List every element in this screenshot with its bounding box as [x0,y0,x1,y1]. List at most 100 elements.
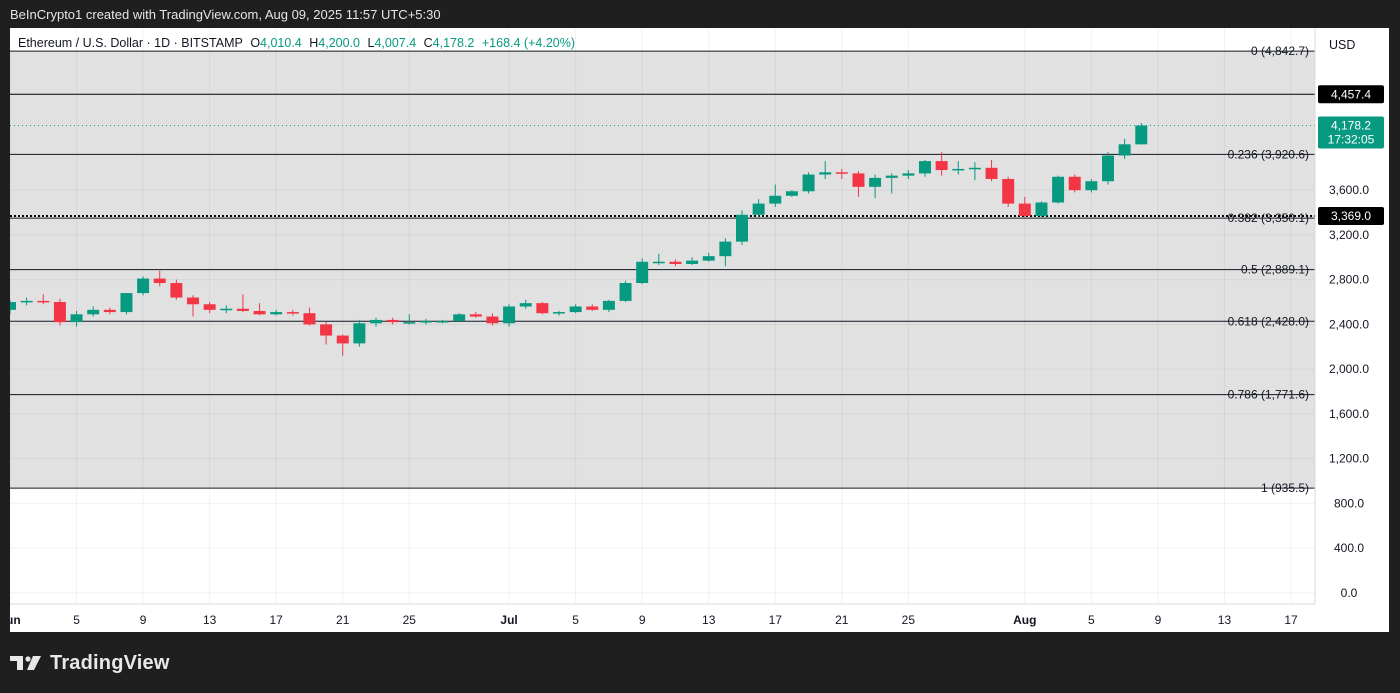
open-label: O [250,36,261,50]
candle-body [336,335,349,344]
candle[interactable] [336,334,349,356]
candle[interactable] [952,161,965,175]
candle[interactable] [652,253,665,266]
candle[interactable] [469,312,482,318]
candle[interactable] [569,304,582,314]
candle[interactable] [419,318,432,325]
candle[interactable] [153,270,166,287]
candle[interactable] [968,162,981,181]
candle[interactable] [1035,201,1048,218]
candle-body [1135,125,1148,145]
candle-body [835,172,848,174]
candle[interactable] [137,276,150,296]
candle[interactable] [1002,176,1015,207]
candle[interactable] [236,294,249,313]
price-chart[interactable]: 0 (4,842.7) 0.236 (3,920.6) 0.382 (3,350.1… [10,28,1389,632]
candle[interactable] [752,199,765,218]
candle[interactable] [286,309,299,316]
candle[interactable] [1085,178,1098,193]
candle-body [636,261,649,284]
candle[interactable] [120,293,133,315]
candle-body [669,261,682,264]
candle[interactable] [203,302,216,314]
candle[interactable] [353,319,366,347]
time-tick-label: 9 [639,613,646,627]
candle[interactable] [1018,196,1031,218]
candle[interactable] [320,322,333,345]
candle[interactable] [885,173,898,194]
candle[interactable] [619,280,632,303]
candle[interactable] [985,159,998,182]
time-tick-label: 17 [1284,613,1298,627]
candle-body [270,312,283,315]
candle[interactable] [503,304,516,327]
time-tick-label: 17 [769,613,783,627]
candle[interactable] [103,307,116,315]
candle[interactable] [1135,123,1148,145]
candle[interactable] [187,295,199,317]
fib-label: 0.236 (3,920.6) [1228,147,1309,161]
candle[interactable] [87,306,100,317]
candle[interactable] [586,304,599,311]
time-axis[interactable] [10,604,1389,632]
candle[interactable] [519,299,532,309]
currency-label[interactable]: USD [1329,38,1356,52]
candle[interactable] [53,298,66,326]
candle[interactable] [902,170,915,179]
candle-body [719,241,732,257]
level-price-tag-label: 3,369.0 [1331,209,1371,223]
candle[interactable] [869,174,882,199]
candle[interactable] [303,307,316,326]
candle[interactable] [835,168,848,179]
candles[interactable] [10,123,1148,356]
candle[interactable] [253,303,266,316]
candle[interactable] [270,309,283,316]
candle[interactable] [636,258,649,285]
candle-body [87,309,100,315]
candle[interactable] [852,171,865,197]
candle[interactable] [802,172,815,194]
candle[interactable] [220,305,233,314]
candle[interactable] [719,238,732,267]
fib-label: 0.786 (1,771.6) [1228,388,1309,402]
candle[interactable] [935,152,948,176]
time-tick-label: 5 [73,613,80,627]
symbol-legend[interactable]: Ethereum / U.S. Dollar · 1D · BITSTAMP O… [18,36,575,50]
last-price-tag [1318,116,1384,149]
candle-body [503,306,516,324]
candle[interactable] [536,302,549,315]
candle[interactable] [20,297,33,306]
candle[interactable] [453,313,466,323]
fib-label: 0.5 (2,889.1) [1241,263,1309,277]
candle-body [170,283,183,298]
candle[interactable] [403,314,416,325]
candle[interactable] [919,159,931,177]
candle-body [187,297,199,305]
candle[interactable] [1068,174,1081,193]
candle[interactable] [370,317,382,327]
candle[interactable] [486,313,499,326]
candle[interactable] [37,294,50,305]
candle[interactable] [769,184,782,207]
candle[interactable] [819,161,832,179]
candle[interactable] [602,299,615,313]
candle[interactable] [386,317,399,325]
candle-body [70,314,83,323]
candle[interactable] [1102,152,1114,185]
chart-frame[interactable]: 0 (4,842.7) 0.236 (3,920.6) 0.382 (3,350.1… [10,28,1389,632]
candle[interactable] [10,299,16,315]
candle[interactable] [736,210,748,245]
candle[interactable] [436,319,449,324]
candle[interactable] [686,257,699,266]
candle[interactable] [702,252,715,262]
symbol-name: Ethereum / U.S. Dollar · 1D · BITSTAMP [18,36,243,50]
candle[interactable] [70,310,83,327]
candle[interactable] [553,310,565,316]
candle[interactable] [785,190,798,197]
candle[interactable] [669,259,682,267]
candle[interactable] [170,279,183,300]
candle-body [968,167,981,170]
candle-body [769,195,782,204]
candle[interactable] [1052,175,1065,204]
candle[interactable] [1118,138,1131,159]
